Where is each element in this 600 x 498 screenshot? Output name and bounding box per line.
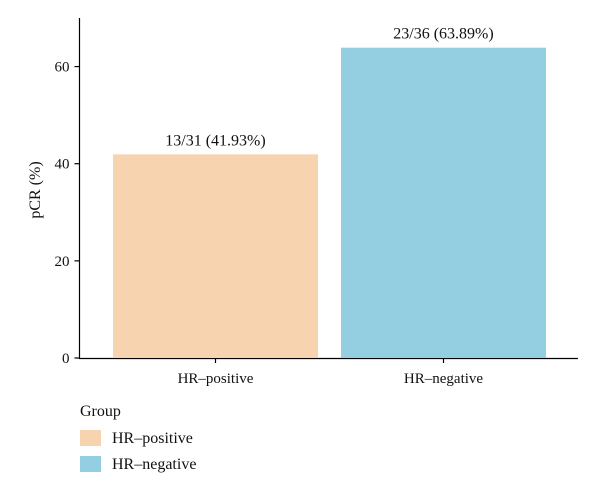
- y-axis-title: pCR (%): [27, 161, 44, 218]
- y-tick-label: 20: [55, 254, 70, 270]
- legend-swatch: [80, 456, 101, 472]
- bar-data-label: 23/36 (63.89%): [393, 26, 493, 43]
- legend-label: HR–negative: [112, 456, 196, 473]
- y-tick-label: 0: [62, 351, 70, 367]
- legend-title: Group: [80, 403, 121, 420]
- x-axis-ticks: HR–positive HR–negative: [178, 358, 483, 387]
- bar: [341, 47, 546, 358]
- y-tick-label: 40: [55, 157, 70, 173]
- bar-data-labels: 13/31 (41.93%) 23/36 (63.89%): [165, 26, 493, 150]
- bar: [113, 154, 318, 358]
- y-tick-label: 60: [55, 60, 70, 76]
- x-tick-label: HR–positive: [178, 371, 254, 387]
- legend: Group HR–positive HR–negative: [80, 403, 196, 473]
- x-tick-label: HR–negative: [404, 371, 483, 387]
- bar-data-label: 13/31 (41.93%): [165, 132, 265, 149]
- legend-label: HR–positive: [112, 430, 193, 447]
- bars: [113, 47, 546, 358]
- y-axis-ticks: 0 20 40 60: [55, 60, 80, 367]
- legend-swatch: [80, 430, 101, 446]
